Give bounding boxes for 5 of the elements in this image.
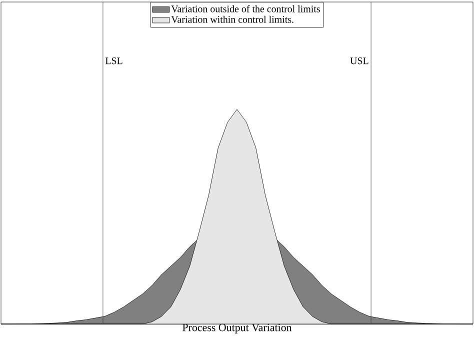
- text: LSL: [105, 58, 122, 64]
- text: USL: [350, 58, 368, 64]
- legend-label: Variation within control limits.: [171, 16, 294, 23]
- x-axis-title: Process Output Variation: [182, 324, 292, 334]
- legend-label: Variation outside of the control limits: [171, 5, 320, 12]
